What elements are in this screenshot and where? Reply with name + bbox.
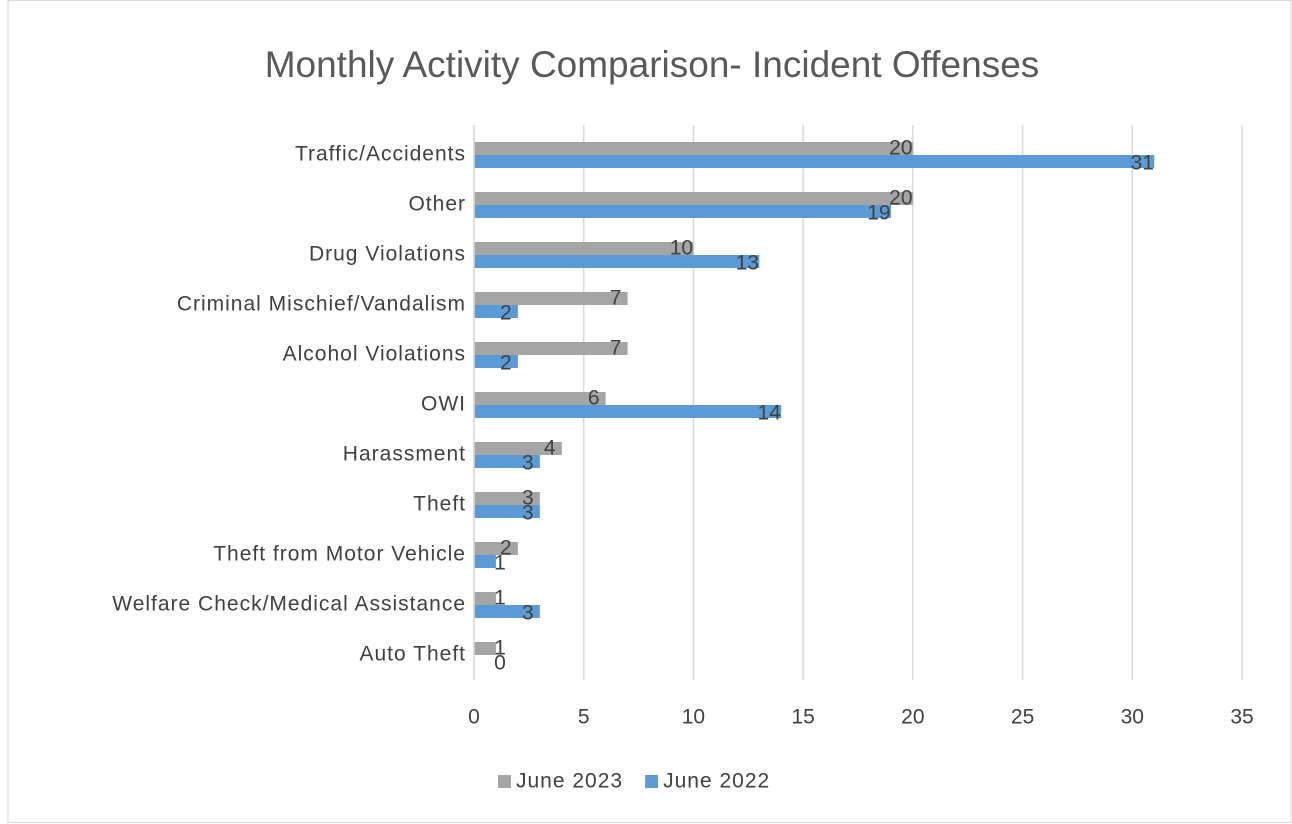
bar	[474, 405, 782, 418]
value-label: 2	[500, 537, 512, 560]
value-label: 1	[494, 587, 506, 610]
bar	[474, 192, 913, 205]
y-tick-label: Criminal Mischief/Vandalism	[177, 293, 466, 316]
bar	[474, 255, 760, 268]
bar	[474, 355, 518, 368]
x-tick-label: 35	[1230, 706, 1253, 729]
value-label: 19	[867, 202, 890, 225]
legend-label: June 2023	[516, 770, 623, 793]
bar	[474, 342, 628, 355]
value-label: 3	[522, 487, 534, 510]
bar	[474, 642, 496, 655]
y-tick-label: Alcohol Violations	[283, 343, 466, 366]
value-label: 20	[889, 137, 912, 160]
x-tick-label: 10	[682, 706, 705, 729]
y-tick-label: Drug Violations	[309, 243, 466, 266]
bar	[474, 455, 540, 468]
x-tick-label: 0	[468, 706, 480, 729]
y-tick-label: Theft	[413, 493, 466, 516]
y-tick-label: Other	[408, 193, 466, 216]
y-tick-label: OWI	[421, 393, 466, 416]
value-label: 14	[758, 402, 782, 425]
bar	[474, 555, 496, 568]
bar	[474, 155, 1155, 168]
x-tick-label: 15	[791, 706, 814, 729]
bar	[474, 505, 540, 518]
bar	[474, 605, 540, 618]
bar	[474, 305, 518, 318]
value-label: 13	[736, 252, 759, 275]
bar	[474, 542, 518, 555]
value-label: 10	[670, 237, 693, 260]
bar	[474, 592, 496, 605]
bar	[474, 292, 628, 305]
chart-title: Monthly Activity Comparison- Incident Of…	[265, 44, 1040, 85]
bar	[474, 442, 562, 455]
x-tick-label: 25	[1011, 706, 1034, 729]
value-label: 3	[522, 452, 534, 475]
y-tick-label: Theft from Motor Vehicle	[213, 543, 466, 566]
bar	[474, 242, 694, 255]
value-label: 7	[610, 287, 622, 310]
y-tick-label: Traffic/Accidents	[295, 143, 466, 166]
value-label: 20	[889, 187, 912, 210]
legend-label: June 2022	[663, 770, 770, 793]
legend-swatch	[498, 775, 511, 788]
bar	[474, 392, 606, 405]
bar	[474, 205, 891, 218]
x-tick-label: 30	[1121, 706, 1144, 729]
value-label: 3	[522, 502, 534, 525]
value-label: 2	[500, 302, 512, 325]
value-label: 31	[1131, 152, 1154, 175]
value-label: 1	[494, 637, 506, 660]
value-label: 6	[588, 387, 600, 410]
y-tick-label: Auto Theft	[359, 643, 466, 666]
bar	[474, 492, 540, 505]
x-tick-label: 20	[901, 706, 924, 729]
y-tick-label: Harassment	[343, 443, 466, 466]
x-tick-label: 5	[578, 706, 590, 729]
bar	[474, 142, 913, 155]
value-label: 1	[494, 552, 506, 575]
value-label: 4	[544, 437, 556, 460]
value-label: 3	[522, 602, 534, 625]
y-tick-label: Welfare Check/Medical Assistance	[112, 593, 466, 616]
value-label: 2	[500, 352, 512, 375]
value-label: 7	[610, 337, 622, 360]
legend-swatch	[645, 775, 659, 788]
value-label: 0	[494, 652, 506, 675]
